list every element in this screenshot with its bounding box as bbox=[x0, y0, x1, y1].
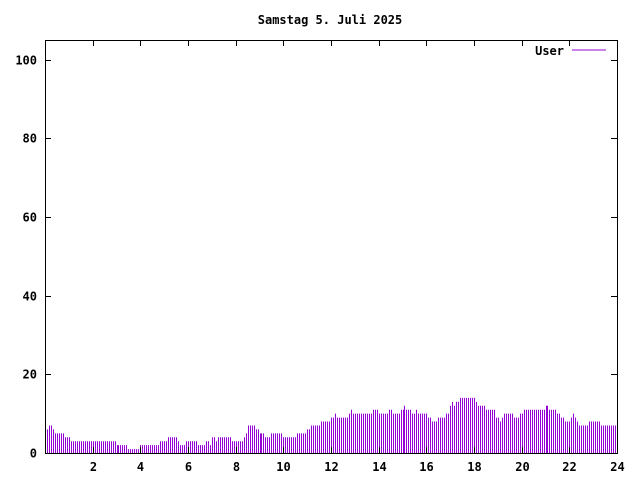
y-tick-label: 0 bbox=[30, 447, 37, 461]
y-tick-label: 20 bbox=[23, 368, 37, 382]
chart-title: Samstag 5. Juli 2025 bbox=[258, 13, 403, 27]
x-tick-label: 2 bbox=[90, 460, 97, 474]
x-tick-label: 22 bbox=[562, 460, 576, 474]
x-tick-label: 8 bbox=[233, 460, 240, 474]
y-tick-label: 40 bbox=[23, 290, 37, 304]
x-tick-label: 16 bbox=[419, 460, 433, 474]
plot-frame bbox=[45, 40, 618, 454]
x-tick-label: 20 bbox=[515, 460, 529, 474]
y-tick-label: 100 bbox=[15, 54, 37, 68]
x-tick-label: 18 bbox=[467, 460, 481, 474]
legend: User bbox=[535, 44, 606, 58]
x-tick-label: 6 bbox=[185, 460, 192, 474]
y-tick-label: 60 bbox=[23, 211, 37, 225]
x-tick-label: 12 bbox=[324, 460, 338, 474]
x-tick-label: 14 bbox=[372, 460, 386, 474]
bar-series bbox=[45, 397, 616, 453]
legend-label-user: User bbox=[535, 44, 564, 58]
x-tick-label: 10 bbox=[276, 460, 290, 474]
y-tick-label: 80 bbox=[23, 132, 37, 146]
x-tick-label: 4 bbox=[137, 460, 144, 474]
x-tick-label: 24 bbox=[610, 460, 624, 474]
